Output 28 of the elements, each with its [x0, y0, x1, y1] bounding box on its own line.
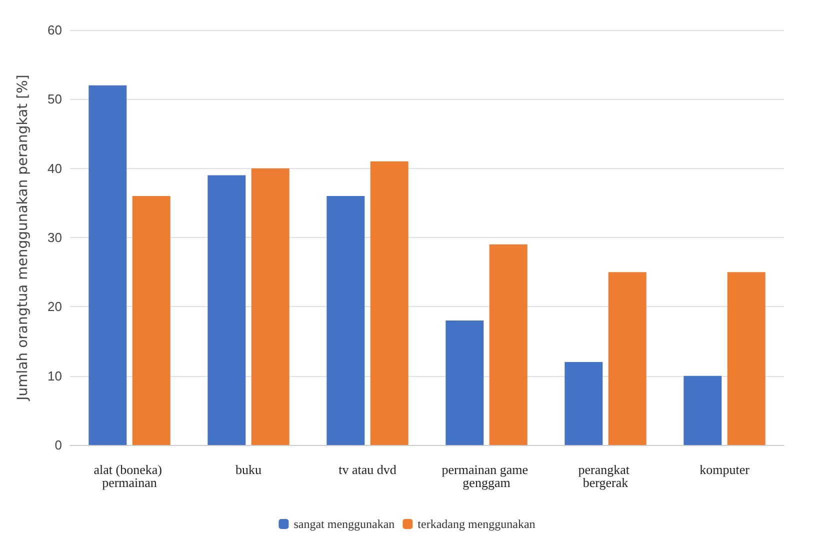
bar: [489, 244, 528, 445]
x-tick-label: permainan game genggam: [442, 462, 532, 490]
bar: [326, 196, 365, 445]
legend-label: terkadang menggunakan: [418, 517, 536, 531]
bar: [684, 376, 722, 445]
bar: [88, 85, 127, 445]
bar: [370, 161, 408, 445]
y-tick-label: 20: [48, 299, 62, 314]
x-tick-label: tv atau dvd: [338, 462, 397, 477]
x-tick-label: alat (boneka) permainan: [94, 462, 166, 490]
y-tick-label: 30: [48, 230, 62, 245]
y-tick-label: 40: [48, 160, 62, 176]
bar: [727, 272, 766, 445]
bar: [446, 320, 484, 445]
x-tick-label: perangkat bergerak: [578, 462, 633, 490]
y-axis-title: Jumlah orangtua menggunakan perangkat [%]: [15, 74, 31, 402]
y-tick-label: 50: [48, 92, 62, 107]
legend-label: sangat menggunakan: [294, 517, 395, 531]
bar: [608, 272, 646, 445]
y-tick-label: 0: [54, 438, 62, 452]
bar: [132, 196, 170, 445]
bar: [251, 168, 290, 445]
x-tick-label: buku: [236, 462, 262, 477]
x-tick-label: komputer: [700, 462, 750, 477]
bar: [564, 362, 603, 445]
bar: [208, 175, 246, 445]
y-tick-label: 60: [48, 22, 62, 38]
y-tick-label: 10: [48, 368, 62, 384]
